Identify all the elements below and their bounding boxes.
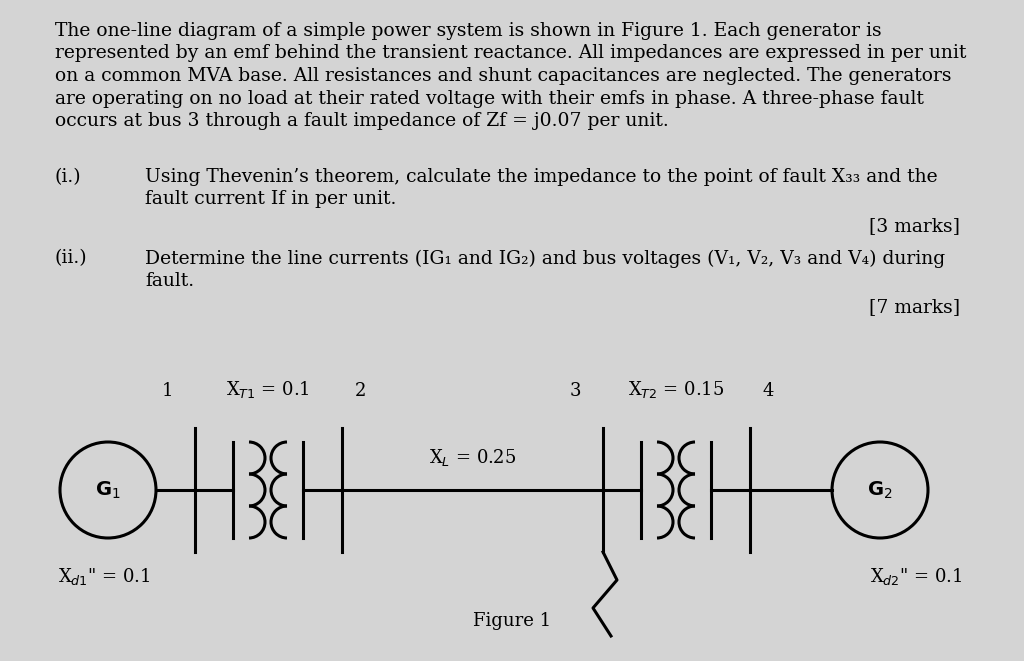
Text: [3 marks]: [3 marks] bbox=[869, 217, 961, 235]
Text: X$_{d1}$" = 0.1: X$_{d1}$" = 0.1 bbox=[58, 566, 151, 587]
Text: G$_1$: G$_1$ bbox=[95, 479, 121, 500]
Text: Using Thevenin’s theorem, calculate the impedance to the point of fault X₃₃ and : Using Thevenin’s theorem, calculate the … bbox=[145, 168, 938, 186]
Text: fault current If in per unit.: fault current If in per unit. bbox=[145, 190, 396, 208]
Text: X$_L$ = 0.25: X$_L$ = 0.25 bbox=[429, 447, 516, 468]
Text: occurs at bus 3 through a fault impedance of Zf = j0.07 per unit.: occurs at bus 3 through a fault impedanc… bbox=[55, 112, 669, 130]
Text: 3: 3 bbox=[569, 382, 581, 400]
Text: 1: 1 bbox=[161, 382, 173, 400]
Text: 2: 2 bbox=[354, 382, 366, 400]
Text: (ii.): (ii.) bbox=[55, 249, 88, 268]
Text: on a common MVA base. All resistances and shunt capacitances are neglected. The : on a common MVA base. All resistances an… bbox=[55, 67, 951, 85]
Text: G$_2$: G$_2$ bbox=[867, 479, 893, 500]
Text: [7 marks]: [7 marks] bbox=[869, 299, 961, 317]
Text: (i.): (i.) bbox=[55, 168, 82, 186]
Text: are operating on no load at their rated voltage with their emfs in phase. A thre: are operating on no load at their rated … bbox=[55, 89, 924, 108]
Text: 4: 4 bbox=[762, 382, 774, 400]
Text: fault.: fault. bbox=[145, 272, 195, 290]
Text: X$_{d2}$" = 0.1: X$_{d2}$" = 0.1 bbox=[870, 566, 963, 587]
Text: represented by an emf behind the transient reactance. All impedances are express: represented by an emf behind the transie… bbox=[55, 44, 967, 63]
Text: Figure 1: Figure 1 bbox=[473, 612, 551, 630]
Text: X$_{T1}$ = 0.1: X$_{T1}$ = 0.1 bbox=[226, 379, 310, 400]
Text: The one-line diagram of a simple power system is shown in Figure 1. Each generat: The one-line diagram of a simple power s… bbox=[55, 22, 882, 40]
Text: Determine the line currents (IG₁ and IG₂) and bus voltages (V₁, V₂, V₃ and V₄) d: Determine the line currents (IG₁ and IG₂… bbox=[145, 249, 945, 268]
Text: X$_{T2}$ = 0.15: X$_{T2}$ = 0.15 bbox=[628, 379, 724, 400]
